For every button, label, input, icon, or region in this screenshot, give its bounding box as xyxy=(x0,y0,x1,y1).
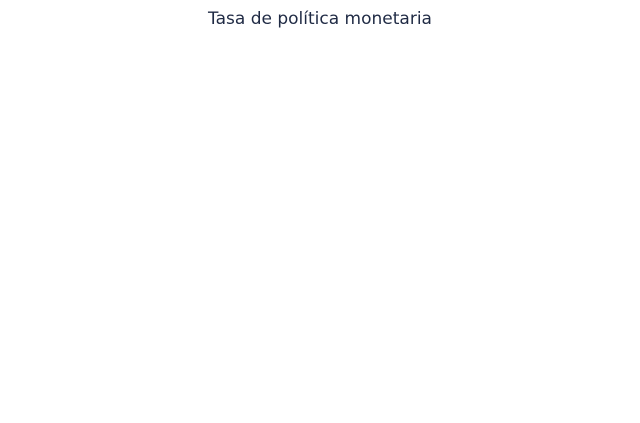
chart-title: Tasa de política monetaria xyxy=(207,9,432,29)
